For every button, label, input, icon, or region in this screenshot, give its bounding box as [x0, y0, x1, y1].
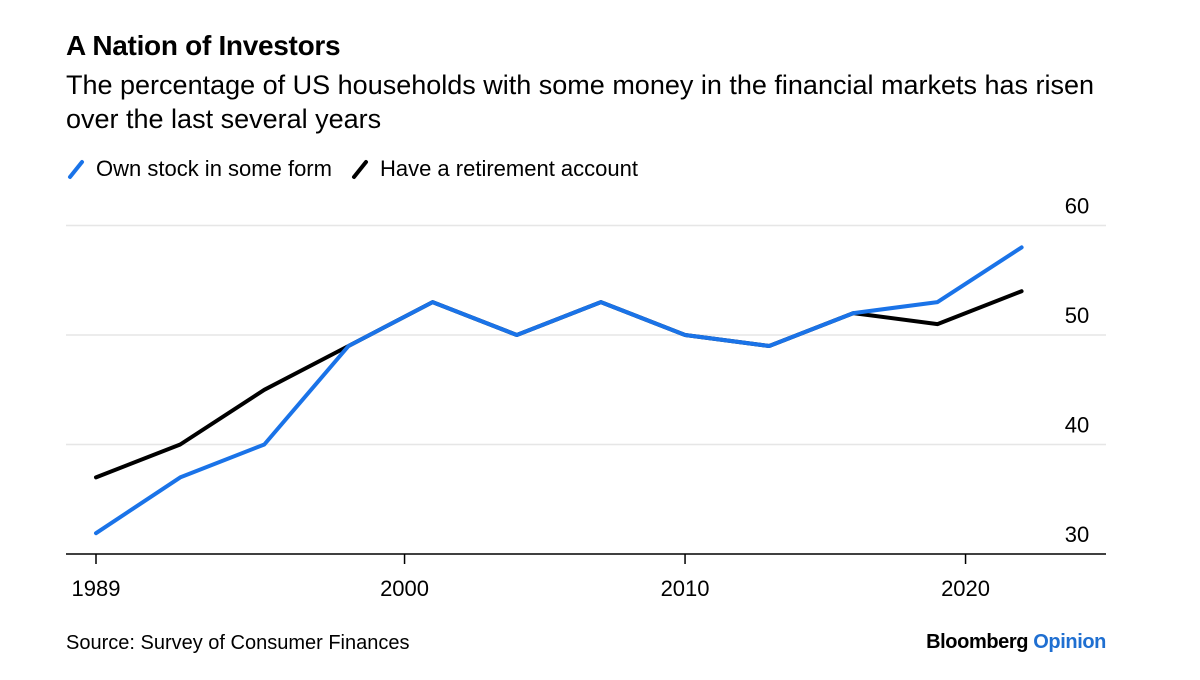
- series-line-own-stock: [94, 245, 1024, 536]
- chart-title: A Nation of Investors: [66, 30, 341, 61]
- legend-label-retirement: Have a retirement account: [379, 156, 638, 181]
- legend-label-stock: Own stock in some form: [96, 156, 332, 181]
- source-note: Source: Survey of Consumer Finances: [66, 632, 410, 654]
- y-tick-label-50: 50: [1065, 303, 1089, 328]
- legend-item-retirement: Have a retirement account: [350, 156, 638, 182]
- x-tick-label-2020: 2020: [941, 576, 990, 601]
- brand-secondary: Opinion: [1033, 631, 1106, 653]
- y-tick-label-40: 40: [1065, 413, 1089, 438]
- x-tick-label-2010: 2010: [661, 576, 710, 601]
- y-tick-label-30: 30: [1065, 522, 1089, 547]
- legend-swatch-retirement: [351, 160, 368, 179]
- legend-item-stock: Own stock in some form: [66, 156, 332, 182]
- x-tick-label-1989: 1989: [72, 576, 121, 601]
- legend-swatch-stock: [68, 160, 84, 179]
- x-tick-label-2000: 2000: [380, 576, 429, 601]
- y-tick-label-60: 60: [1065, 194, 1089, 219]
- chart-subtitle: The percentage of US households with som…: [66, 70, 1095, 134]
- legend: Own stock in some form Have a retirement…: [66, 156, 656, 182]
- brand-logo: Bloomberg Opinion: [926, 631, 1106, 654]
- brand-primary: Bloomberg: [926, 631, 1029, 653]
